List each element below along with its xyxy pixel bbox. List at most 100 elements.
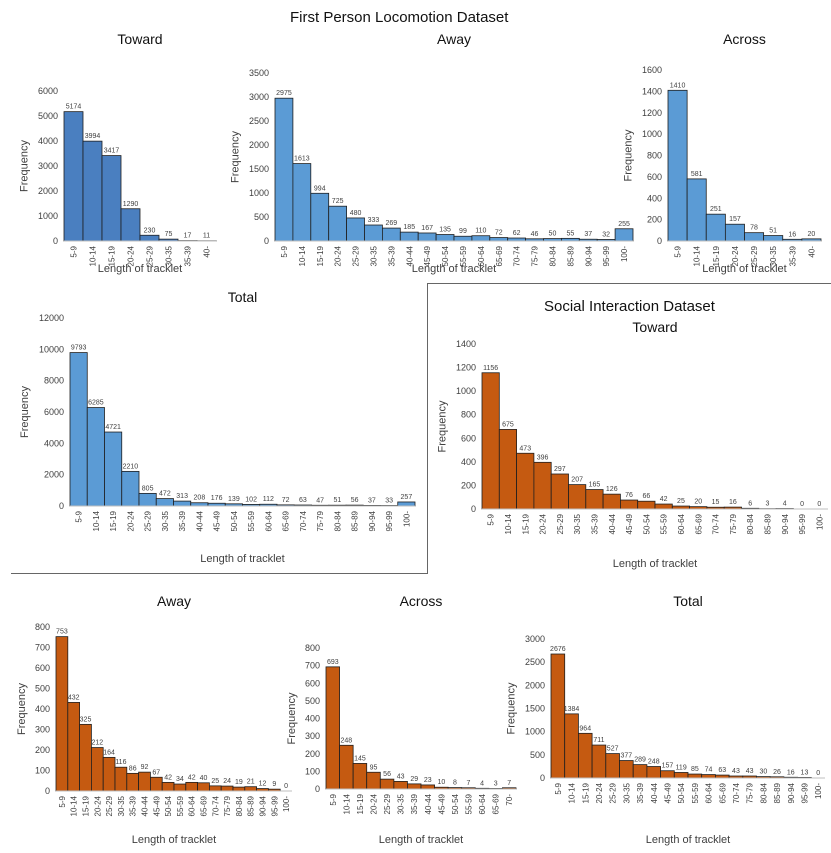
bar	[325, 666, 340, 790]
bar	[232, 786, 246, 792]
bar	[646, 766, 662, 779]
chart-si-toward: Toward 0 200 400 600 800 1000 1200 1400 Frequency…	[428, 318, 831, 573]
category-label: 85-89	[763, 513, 772, 534]
y-tick-label: 1400	[642, 86, 662, 96]
category-label: 25-29	[750, 245, 759, 266]
x-axis-label: Length of tracklet	[379, 834, 463, 846]
bar	[407, 783, 422, 790]
bar	[393, 781, 408, 790]
category-label: 10-14	[89, 245, 98, 266]
data-label: 43	[397, 773, 405, 780]
category-label: 5-9	[487, 513, 496, 525]
y-tick-label: 600	[461, 433, 476, 443]
bar	[435, 234, 455, 242]
data-label: 1290	[123, 201, 139, 208]
y-tick-label: 6000	[44, 407, 64, 417]
category-label: 70-74	[732, 782, 741, 803]
category-label: 70-74	[712, 513, 721, 534]
category-label: 85-89	[351, 510, 360, 531]
category-label: 15-19	[356, 793, 365, 814]
data-label: 473	[519, 445, 531, 452]
fpl-dataset-title: First Person Locomotion Dataset	[290, 9, 509, 26]
data-label: 76	[625, 492, 633, 499]
category-label: 60-64	[478, 793, 487, 814]
y-tick-label: 1400	[456, 339, 476, 349]
category-label: 15-19	[521, 513, 530, 534]
chart-fpl-away: Away 0 500 1000 1500 2000 2500 3000 3500 Frequenc…	[225, 30, 634, 278]
data-label: 16	[788, 231, 796, 238]
category-label: 100-	[402, 511, 411, 527]
data-label: 75	[165, 231, 173, 238]
category-label: 35-39	[410, 793, 419, 814]
si-dataset-title: Social Interaction Dataset	[544, 298, 715, 315]
data-label: 17	[184, 233, 192, 240]
bar	[471, 235, 491, 242]
y-tick-label: 0	[657, 236, 662, 246]
data-label: 297	[554, 466, 566, 473]
category-label: 100-	[815, 514, 824, 530]
data-label: 135	[439, 227, 451, 234]
data-label: 1410	[670, 82, 686, 89]
y-axis-label: Frequency	[623, 129, 635, 181]
data-label: 725	[332, 198, 344, 205]
si-toward-svg: Toward0200400600800100012001400Frequency…	[437, 319, 828, 570]
data-label: 255	[618, 221, 630, 228]
data-label: 50	[549, 231, 557, 238]
data-label: 4721	[105, 424, 121, 431]
bar	[399, 231, 419, 242]
data-label: 78	[750, 225, 758, 232]
data-label: 325	[80, 716, 92, 723]
chart-si-away: Away 0 100 200 300 400 500 600 700 800 Frequency 75…	[0, 592, 300, 849]
data-label: 7	[507, 780, 511, 787]
bar	[705, 213, 726, 242]
data-label: 167	[421, 225, 433, 232]
y-tick-label: 700	[305, 661, 320, 671]
category-label: 10-14	[693, 245, 702, 266]
data-label: 43	[746, 768, 754, 775]
bar	[185, 781, 199, 792]
category-label: 50-54	[164, 795, 173, 816]
category-label: 45-49	[437, 793, 446, 814]
category-label: 80-84	[333, 510, 342, 531]
category-label: 40-44	[650, 782, 659, 803]
bar	[173, 500, 192, 507]
data-label: 176	[211, 495, 223, 502]
data-label: 269	[386, 220, 398, 227]
category-label: 20-24	[731, 245, 740, 266]
data-label: 51	[769, 228, 777, 235]
category-label: 20-24	[334, 245, 343, 266]
data-label: 6	[748, 500, 752, 507]
chart-title: Away	[437, 31, 471, 47]
category-label: 5-9	[329, 793, 338, 805]
data-label: 43	[732, 768, 740, 775]
bar	[379, 778, 395, 790]
category-label: 80-84	[746, 513, 755, 534]
category-label: 40-44	[424, 793, 433, 814]
chart-title: Toward	[117, 31, 162, 47]
category-label: 85-89	[566, 245, 575, 266]
data-label: 4	[783, 501, 787, 508]
category-label: 15-19	[108, 245, 117, 266]
bar	[763, 235, 784, 242]
data-label: 9	[272, 781, 276, 788]
data-label: 9793	[71, 345, 87, 352]
frame-right-line	[427, 283, 428, 573]
bar	[161, 781, 175, 792]
category-label: 50-54	[451, 793, 460, 814]
y-tick-label: 400	[305, 714, 320, 724]
category-label: 25-29	[105, 795, 114, 816]
y-tick-label: 6000	[38, 86, 58, 96]
category-label: 5-9	[70, 245, 79, 257]
category-label: 40-	[203, 246, 212, 258]
data-label: 72	[495, 230, 503, 237]
bar	[63, 111, 84, 242]
y-tick-label: 600	[35, 663, 50, 673]
bar	[744, 232, 765, 242]
y-tick-label: 0	[45, 786, 50, 796]
category-label: 50-54	[642, 513, 651, 534]
data-label: 693	[327, 659, 339, 666]
data-label: 4	[480, 780, 484, 787]
chart-fpl-toward: Toward 0 1000 2000 3000 4000 5000 6000 Frequency…	[0, 30, 250, 278]
data-label: 5174	[66, 104, 82, 111]
data-label: 46	[531, 231, 539, 238]
